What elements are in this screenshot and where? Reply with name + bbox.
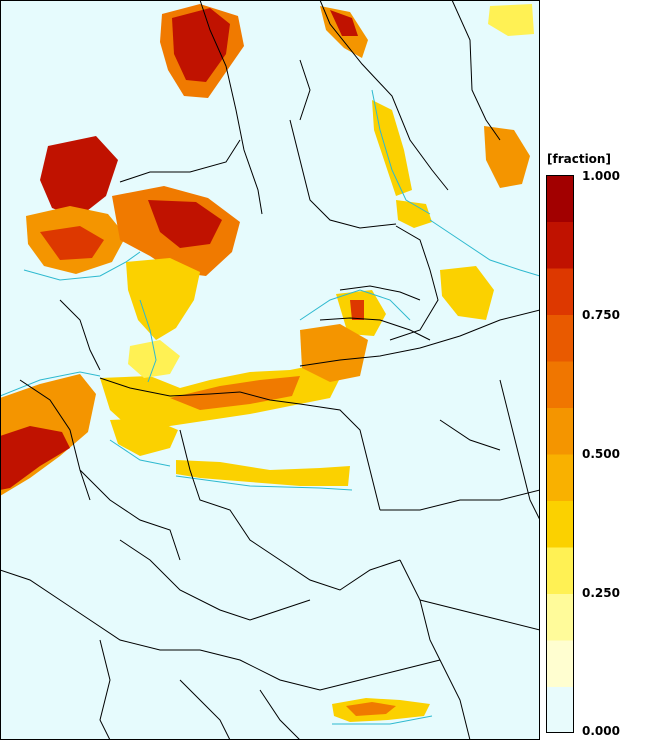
colorbar-band — [546, 175, 574, 222]
fraction-map — [0, 0, 540, 740]
colorbar-band — [546, 407, 574, 455]
colorbar-band — [546, 500, 574, 548]
legend-title: [fraction] — [547, 152, 611, 166]
colorbar-band — [546, 268, 574, 315]
colorbar-band — [546, 686, 574, 733]
coastlines — [0, 89, 540, 725]
tick-label-0.500: 0.500 — [582, 447, 620, 461]
colorbar-band — [546, 361, 574, 408]
tick-label-0.250: 0.250 — [582, 586, 620, 600]
tick-label-0.000: 0.000 — [582, 724, 620, 738]
country-borders — [0, 0, 540, 740]
colorbar-band — [546, 454, 574, 501]
colorbar-band — [546, 640, 574, 687]
tick-label-1.000: 1.000 — [582, 169, 620, 183]
colorbar-bands — [546, 175, 574, 733]
map-background — [0, 0, 540, 740]
colorbar — [546, 175, 574, 733]
colorbar-band — [546, 221, 574, 269]
tick-label-0.750: 0.750 — [582, 308, 620, 322]
fraction-fields — [0, 4, 534, 722]
colorbar-band — [546, 547, 574, 594]
colorbar-band — [546, 314, 574, 362]
colorbar-band — [546, 593, 574, 641]
